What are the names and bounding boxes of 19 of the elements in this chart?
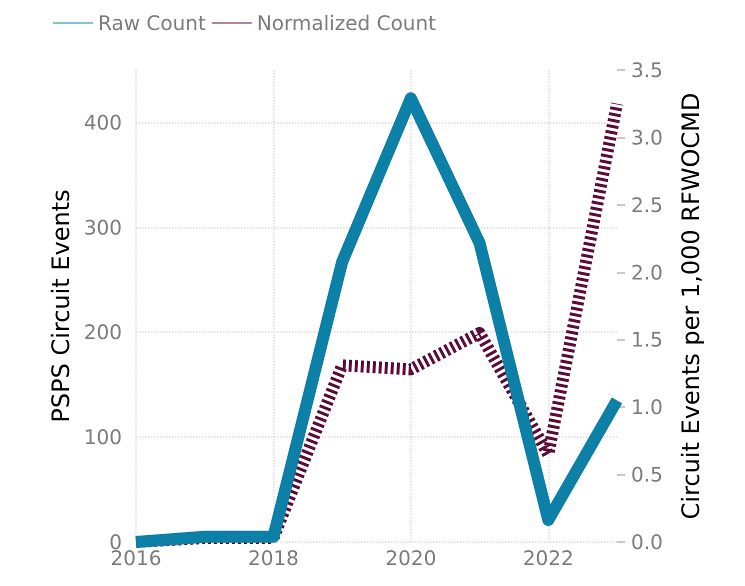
y2-tick-label: 0.0 xyxy=(631,530,663,554)
y-tick-label: 300 xyxy=(84,215,122,240)
y2-tick-label: 0.5 xyxy=(631,462,663,487)
x-tick-label: 2018 xyxy=(248,546,299,570)
x-tick-label: 2020 xyxy=(385,546,436,570)
legend-label: Raw Count xyxy=(98,11,206,35)
y2-tick-label: 3.5 xyxy=(631,58,663,82)
y-tick-label: 100 xyxy=(84,425,122,450)
y2-axis-title: Circuit Events per 1,000 RFWOCMD xyxy=(677,92,705,520)
y2-tick-label: 2.0 xyxy=(631,260,663,284)
x-tick-label: 2022 xyxy=(522,546,574,570)
y-axis-title: PSPS Circuit Events xyxy=(46,189,75,423)
y-tick-label: 400 xyxy=(84,110,122,134)
legend-label: Normalized Count xyxy=(256,11,436,35)
y2-tick-label: 1.0 xyxy=(631,395,663,420)
y2-tick-label: 2.5 xyxy=(631,192,663,217)
y-tick-label: 200 xyxy=(84,320,122,344)
y2-tick-label: 3.0 xyxy=(631,125,663,150)
y2-tick-label: 1.5 xyxy=(631,328,663,352)
